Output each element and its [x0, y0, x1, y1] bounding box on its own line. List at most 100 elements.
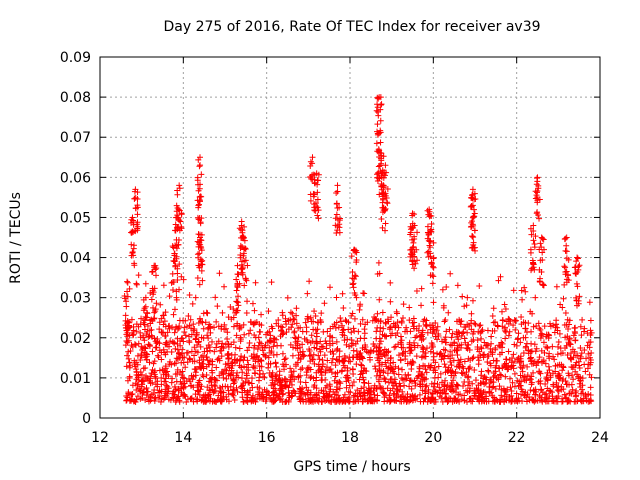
data-point — [547, 323, 554, 330]
data-point — [238, 364, 245, 371]
data-point — [574, 255, 581, 262]
axes — [99, 56, 601, 419]
data-point — [151, 335, 158, 342]
data-point — [173, 245, 180, 252]
data-point — [237, 251, 244, 258]
data-point — [225, 350, 232, 357]
data-point — [377, 139, 384, 146]
data-point — [575, 373, 582, 380]
data-point — [481, 351, 488, 358]
data-point — [469, 297, 476, 304]
data-point — [481, 339, 488, 346]
data-point — [140, 332, 147, 339]
data-point — [182, 332, 189, 339]
data-point — [447, 348, 454, 355]
data-point — [182, 317, 189, 324]
data-point — [497, 273, 504, 280]
data-point — [287, 365, 294, 372]
data-point — [524, 363, 531, 370]
data-point — [407, 347, 414, 354]
data-point — [279, 324, 286, 331]
data-point — [241, 237, 248, 244]
data-point — [238, 383, 245, 390]
data-point — [577, 323, 584, 330]
data-point — [142, 303, 149, 310]
data-point — [587, 317, 594, 324]
data-point — [164, 368, 171, 375]
data-point — [502, 373, 509, 380]
data-point — [424, 398, 431, 405]
data-point — [255, 377, 262, 384]
data-point — [314, 189, 321, 196]
data-point — [335, 392, 342, 399]
data-point — [344, 364, 351, 371]
data-point — [283, 398, 290, 405]
data-point — [202, 398, 209, 405]
data-point — [482, 380, 489, 387]
data-point — [134, 352, 141, 359]
data-point — [438, 356, 445, 363]
data-point — [174, 191, 181, 198]
data-point — [567, 355, 574, 362]
data-point — [319, 344, 326, 351]
data-point — [149, 269, 155, 276]
data-point — [197, 198, 203, 205]
data-point — [143, 385, 150, 392]
data-point — [454, 333, 461, 340]
data-point — [253, 396, 260, 403]
data-point — [572, 264, 579, 271]
data-point — [291, 388, 298, 395]
data-point — [522, 334, 529, 341]
data-point — [508, 387, 515, 394]
data-point — [441, 361, 448, 368]
data-point — [266, 337, 273, 344]
data-point — [320, 361, 327, 368]
data-point — [580, 328, 587, 335]
data-point — [176, 182, 183, 189]
data-point — [169, 270, 176, 277]
data-point — [199, 277, 206, 284]
data-point — [389, 330, 396, 337]
data-point — [133, 280, 140, 287]
data-point — [374, 324, 381, 331]
data-point — [537, 332, 544, 339]
data-point — [517, 382, 524, 389]
data-point — [158, 315, 165, 322]
data-point — [192, 391, 199, 398]
data-point — [428, 261, 435, 268]
data-point — [468, 202, 475, 209]
data-point — [180, 276, 187, 283]
data-point — [469, 202, 476, 209]
data-point — [533, 175, 540, 182]
data-point — [450, 372, 457, 379]
data-point — [256, 328, 263, 335]
data-point — [267, 332, 274, 339]
data-point — [125, 323, 132, 330]
data-point — [397, 383, 404, 390]
data-point — [440, 304, 447, 311]
data-point — [322, 368, 329, 375]
data-point — [327, 349, 334, 356]
data-point — [251, 307, 258, 314]
data-point — [428, 226, 435, 233]
data-point — [156, 319, 163, 326]
data-point — [465, 382, 472, 389]
data-point — [534, 187, 541, 194]
data-point — [468, 310, 475, 317]
data-point — [124, 278, 131, 285]
data-point — [442, 390, 449, 397]
data-point — [502, 305, 509, 312]
data-point — [567, 390, 574, 397]
data-point — [335, 379, 342, 386]
data-point — [474, 344, 481, 351]
data-point — [496, 383, 503, 390]
data-point — [171, 383, 178, 390]
data-point — [336, 378, 343, 385]
data-point — [262, 352, 269, 359]
data-point — [365, 349, 372, 356]
data-point — [358, 385, 365, 392]
data-point — [146, 359, 153, 366]
data-point — [438, 394, 445, 401]
data-point — [414, 375, 421, 382]
data-point — [297, 366, 304, 373]
